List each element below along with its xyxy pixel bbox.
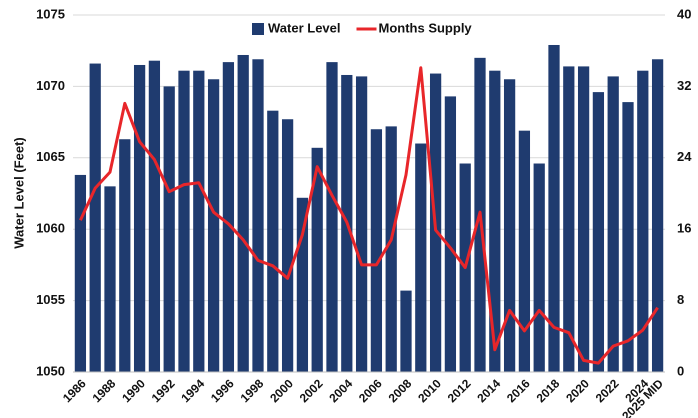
- x-tick-label: 1990: [119, 376, 148, 405]
- bar: [104, 186, 116, 372]
- x-tick-label: 2002: [297, 376, 326, 405]
- x-tick-label: 1994: [178, 376, 207, 405]
- bar: [637, 70, 649, 372]
- x-tick-label: 1998: [238, 376, 267, 405]
- y-tick-label: 1055: [36, 292, 65, 307]
- line: [79, 66, 659, 365]
- x-tick-label: 2000: [267, 376, 296, 405]
- bar: [577, 66, 590, 373]
- y2-tick-label: 40: [677, 6, 691, 21]
- x-tick-label: 2022: [593, 376, 622, 405]
- bar: [163, 86, 175, 373]
- bar: [622, 102, 634, 372]
- x-tick-label: 2012: [445, 376, 474, 405]
- bar: [133, 64, 146, 372]
- x-tick-label: 1996: [208, 376, 237, 405]
- bar: [193, 70, 205, 372]
- bar: [400, 290, 412, 372]
- y2-tick-label: 24: [677, 149, 692, 164]
- x-tick-label: 2014: [474, 376, 503, 405]
- y-tick-label: 1070: [36, 78, 65, 93]
- bar: [74, 174, 87, 372]
- legend-label: Months Supply: [379, 20, 473, 35]
- x-tick-label: 2020: [563, 376, 592, 405]
- bar: [370, 129, 383, 372]
- bar: [281, 119, 294, 372]
- bar: [489, 70, 501, 372]
- bar: [207, 79, 220, 372]
- x-tick-label: 2004: [326, 376, 355, 405]
- y2-tick-label: 0: [677, 363, 684, 378]
- bar: [326, 62, 338, 373]
- bar: [267, 110, 279, 373]
- bar: [607, 76, 619, 373]
- bar: [119, 139, 131, 372]
- bar: [178, 70, 190, 372]
- bar: [444, 96, 457, 373]
- bar: [252, 59, 264, 372]
- y-tick-label: 1060: [36, 221, 65, 236]
- legend-label: Water Level: [268, 20, 341, 35]
- x-tick-label: 1988: [90, 376, 119, 405]
- x-tick-label: 2018: [534, 376, 563, 405]
- bar: [651, 59, 664, 372]
- x-tick-label: 2008: [386, 376, 415, 405]
- y2-tick-label: 8: [677, 292, 684, 307]
- bar: [89, 63, 101, 372]
- x-tick-label: 1986: [60, 376, 89, 405]
- bar: [548, 44, 560, 372]
- y-axis-title: Water Level (Feet): [11, 137, 26, 249]
- x-tick-label: 2010: [415, 376, 444, 405]
- bar: [237, 54, 249, 372]
- bar: [415, 143, 427, 372]
- bar: [592, 92, 605, 372]
- y-tick-label: 1050: [36, 363, 65, 378]
- x-tick-label: 2016: [504, 376, 533, 405]
- bar: [311, 147, 323, 372]
- x-tick-label: 1992: [149, 376, 178, 405]
- y2-tick-label: 16: [677, 221, 691, 236]
- y2-tick-label: 32: [677, 78, 691, 93]
- y-tick-label: 1065: [36, 149, 65, 164]
- bar: [563, 66, 575, 373]
- bar: [148, 60, 161, 373]
- y-tick-label: 1075: [36, 6, 65, 21]
- x-tick-label: 2006: [356, 376, 385, 405]
- bar: [503, 79, 516, 372]
- bar: [533, 163, 545, 372]
- bar: [355, 76, 368, 373]
- bar: [296, 197, 309, 372]
- bar: [222, 62, 235, 373]
- legend-swatch: [252, 23, 264, 35]
- bar: [518, 130, 531, 372]
- bar: [385, 126, 397, 372]
